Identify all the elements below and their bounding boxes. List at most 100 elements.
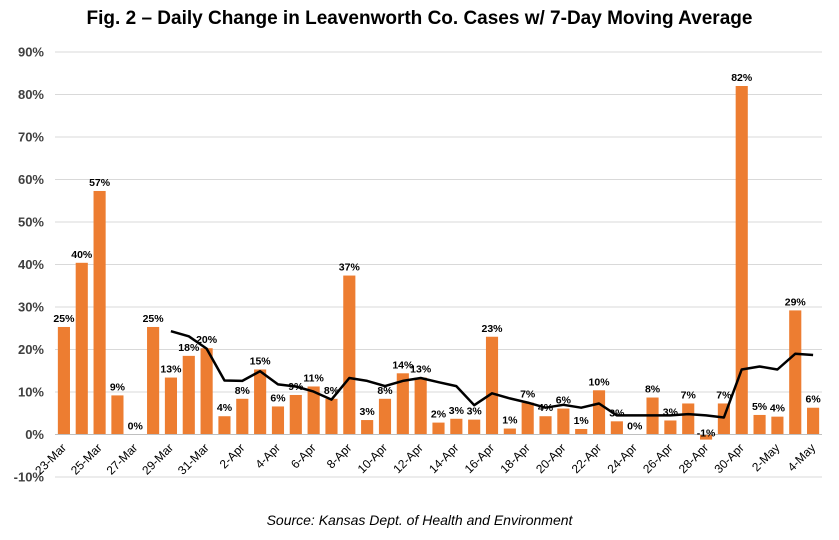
data-label: 13% [160, 364, 182, 376]
x-tick-label: 27-Mar [104, 441, 141, 478]
bar [735, 86, 748, 435]
bar [289, 394, 302, 435]
data-label: 3% [663, 406, 679, 418]
x-tick-label: 31-Mar [175, 441, 212, 478]
y-tick-label: 10% [18, 385, 44, 400]
data-label: 6% [805, 394, 821, 406]
bar [575, 428, 588, 435]
data-label: 29% [785, 296, 807, 308]
data-label: 25% [53, 313, 75, 325]
x-tick-label: 2-May [749, 441, 782, 474]
y-tick-label: 40% [18, 257, 44, 272]
bar [485, 336, 499, 435]
bar [807, 407, 820, 435]
bar [147, 326, 160, 435]
data-label: 8% [645, 384, 661, 396]
y-tick-label: 0% [25, 427, 44, 442]
bar [610, 421, 623, 435]
bar [182, 355, 195, 435]
bar [361, 420, 374, 435]
data-label: 10% [589, 376, 611, 388]
y-tick-label: 80% [18, 87, 44, 102]
data-label: 82% [731, 72, 753, 84]
data-label: 9% [110, 381, 126, 393]
bar [503, 428, 516, 435]
bar [271, 406, 285, 435]
bar [307, 386, 320, 435]
x-tick-label: 29-Mar [139, 441, 176, 478]
y-tick-label: 90% [18, 45, 44, 60]
y-tick-label: -10% [14, 470, 45, 485]
bar [57, 326, 70, 435]
x-tick-label: 20-Apr [533, 441, 568, 476]
bar [93, 190, 106, 435]
y-tick-label: 50% [18, 215, 44, 230]
bar [771, 416, 784, 435]
x-tick-label: 16-Apr [462, 441, 497, 476]
data-label: 57% [89, 177, 111, 189]
data-label: 7% [716, 389, 732, 401]
data-label: 8% [235, 385, 251, 397]
y-tick-label: 70% [18, 130, 44, 145]
x-tick-label: 2-Apr [217, 441, 248, 472]
data-label: 2% [431, 409, 447, 421]
data-label: 4% [770, 403, 786, 415]
bar [753, 414, 766, 435]
x-tick-label: 28-Apr [676, 441, 711, 476]
bar [432, 422, 445, 435]
data-label: 4% [217, 402, 233, 414]
y-tick-label: 20% [18, 342, 44, 357]
x-tick-label: 6-Apr [288, 441, 319, 472]
data-label: 9% [288, 381, 304, 393]
data-label: 1% [502, 415, 518, 427]
data-label: 25% [143, 313, 165, 325]
x-tick-label: 25-Mar [68, 441, 105, 478]
x-tick-label: 22-Apr [569, 441, 604, 476]
x-tick-label: 8-Apr [324, 441, 355, 472]
x-tick-label: 4-Apr [252, 441, 283, 472]
data-label: 3% [467, 406, 483, 418]
bar [200, 348, 213, 435]
data-label: 20% [196, 334, 218, 346]
bar [699, 434, 713, 440]
data-label: -1% [697, 428, 716, 440]
x-tick-label: 12-Apr [390, 441, 425, 476]
data-label: 23% [482, 323, 504, 335]
bar [254, 369, 267, 435]
x-tick-label: 24-Apr [604, 441, 639, 476]
bar [325, 398, 338, 435]
x-tick-label: 18-Apr [497, 441, 532, 476]
data-label: 0% [627, 421, 643, 433]
data-label: 14% [392, 359, 414, 371]
bar [396, 373, 409, 435]
data-label: 18% [178, 342, 200, 354]
bar [682, 403, 695, 435]
x-tick-label: 23-Mar [32, 441, 69, 478]
bar [236, 398, 249, 435]
data-label: 37% [339, 262, 361, 274]
bar [164, 377, 178, 435]
data-label: 8% [324, 385, 340, 397]
bar [414, 377, 427, 435]
data-label: 7% [681, 389, 697, 401]
data-label: 0% [128, 421, 144, 433]
x-tick-label: 14-Apr [426, 441, 461, 476]
bar [75, 262, 88, 435]
data-label: 13% [410, 364, 432, 376]
bar [111, 395, 124, 435]
bar [343, 275, 356, 435]
bar [450, 418, 463, 435]
data-label: 11% [303, 372, 324, 384]
bar [468, 419, 481, 435]
data-label: 7% [520, 389, 536, 401]
bar [592, 390, 606, 435]
data-label: 6% [270, 392, 286, 404]
bar [218, 416, 231, 435]
data-label: 15% [250, 355, 272, 367]
y-tick-label: 30% [18, 300, 44, 315]
data-label: 1% [574, 415, 590, 427]
data-label: 4% [538, 402, 554, 414]
data-label: 5% [752, 401, 768, 413]
y-tick-label: 60% [18, 172, 44, 187]
